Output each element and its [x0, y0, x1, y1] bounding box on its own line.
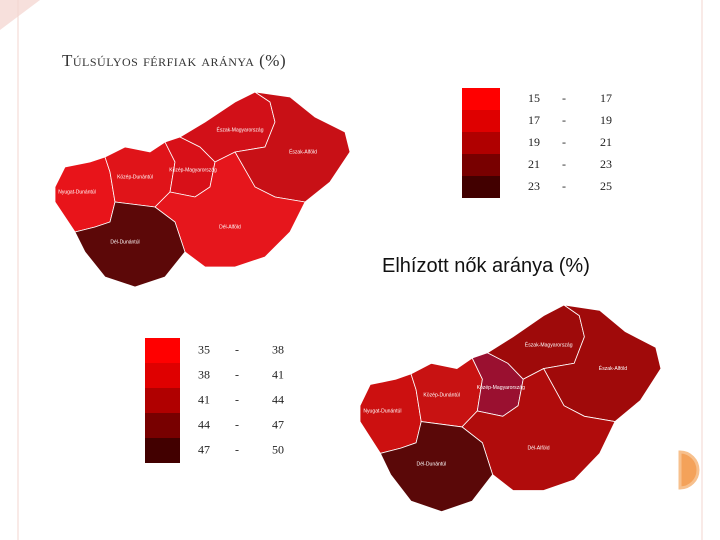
map: Nyugat-Dunántúl Közép-Dunántúl Közép-Magya…	[359, 304, 662, 513]
legend-separator: -	[235, 367, 239, 381]
legend-swatch	[462, 88, 500, 110]
region-label: Dél-Dunántúl	[417, 461, 447, 467]
legend-to: 21	[600, 135, 612, 149]
legend-swatch	[462, 154, 500, 176]
region	[154, 151, 306, 268]
legend-separator: -	[562, 113, 566, 127]
legend-to: 25	[600, 179, 612, 193]
legend-separator: -	[235, 417, 239, 431]
legend-from: 15	[528, 91, 540, 105]
region-label: Dél-Alföld	[527, 445, 549, 451]
legend-separator: -	[562, 135, 566, 149]
legend-swatch	[145, 413, 180, 438]
region-label: Közép-Magyarország	[477, 385, 525, 391]
legend-from: 19	[528, 135, 540, 149]
region	[74, 201, 186, 288]
legend-separator: -	[562, 179, 566, 193]
legend-to: 17	[600, 91, 612, 105]
region	[379, 421, 494, 513]
legend-separator: -	[235, 442, 239, 456]
legend-to: 44	[272, 392, 284, 406]
slide-tab	[678, 450, 700, 490]
legend-swatch	[145, 338, 180, 363]
region-label: Dél-Alföld	[219, 224, 241, 230]
legend-to: 19	[600, 113, 612, 127]
region	[461, 368, 616, 491]
region-label: Észak-Alföld	[599, 365, 627, 372]
legend-from: 41	[198, 392, 210, 406]
slide-title: Túlsúlyos férfiak aránya (%)	[62, 51, 286, 70]
legend-from: 21	[528, 157, 540, 171]
region-label: Észak-Magyarország	[217, 126, 264, 133]
legend-swatch	[462, 176, 500, 198]
region-label: Észak-Alföld	[289, 148, 317, 155]
region-label: Dél-Dunántúl	[110, 239, 139, 245]
legend-separator: -	[562, 157, 566, 171]
region-label: Közép-Dunántúl	[423, 392, 459, 398]
legend-from: 47	[198, 442, 210, 456]
map: Nyugat-Dunántúl Közép-Dunántúl Közép-Magya…	[54, 91, 351, 288]
legend-to: 50	[272, 442, 284, 456]
legend-to: 23	[600, 157, 612, 171]
legend-from: 35	[198, 342, 210, 356]
legend-separator: -	[562, 91, 566, 105]
legend-from: 44	[198, 417, 210, 431]
map-title: Elhízott nők aránya (%)	[382, 255, 590, 277]
corner-decoration	[0, 0, 40, 30]
region-label: Észak-Magyarország	[525, 342, 573, 349]
legend-separator: -	[235, 342, 239, 356]
region-label: Közép-Magyarország	[169, 167, 217, 173]
legend-from: 38	[198, 367, 210, 381]
region-label: Közép-Dunántúl	[117, 174, 153, 180]
legend-swatch	[145, 363, 180, 388]
legend-to: 38	[272, 342, 284, 356]
legend-swatch	[462, 132, 500, 154]
legend-from: 23	[528, 179, 540, 193]
legend-swatch	[145, 438, 180, 463]
legend-swatch	[462, 110, 500, 132]
legend-swatch	[145, 388, 180, 413]
legend-to: 41	[272, 367, 284, 381]
legend-from: 17	[528, 113, 540, 127]
region-label: Nyugat-Dunántúl	[58, 189, 96, 195]
legend-to: 47	[272, 417, 284, 431]
region-label: Nyugat-Dunántúl	[363, 408, 401, 414]
legend-separator: -	[235, 392, 239, 406]
